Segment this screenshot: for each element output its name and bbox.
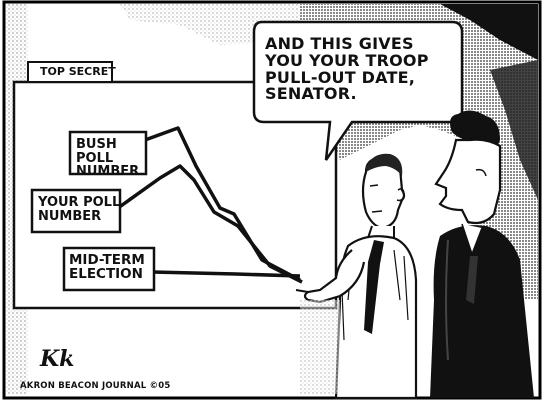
mid-term-line bbox=[151, 270, 301, 278]
speech-bubble bbox=[252, 20, 464, 161]
bush-poll-label: BUSH POLL NUMBER bbox=[76, 137, 140, 180]
mid-term-label: MID-TERM ELECTION bbox=[69, 252, 145, 283]
speech-bubble-text: AND THIS GIVES YOU YOUR TROOP PULL-OUT D… bbox=[265, 34, 429, 104]
your-poll-line bbox=[116, 164, 303, 284]
your-poll-label: YOUR POLL NUMBER bbox=[38, 195, 121, 224]
your-poll-box bbox=[30, 188, 122, 234]
senator-figure bbox=[430, 110, 534, 398]
top-secret-label: TOP SECRET bbox=[40, 65, 116, 78]
bush-poll-line bbox=[144, 126, 301, 282]
bush-poll-box bbox=[68, 130, 148, 176]
mid-term-box bbox=[62, 246, 156, 292]
artist-signature: Kk bbox=[40, 346, 75, 372]
top-secret-tab bbox=[27, 61, 113, 83]
presenter-figure bbox=[295, 153, 418, 400]
publication-credit: AKRON BEACON JOURNAL ©05 bbox=[20, 381, 171, 391]
